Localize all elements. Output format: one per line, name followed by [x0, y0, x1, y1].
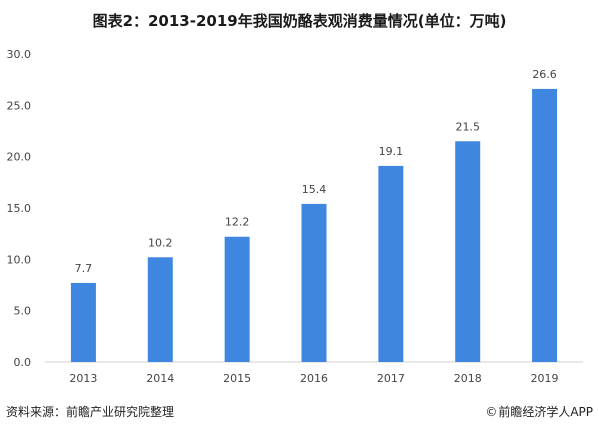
- brand-note: ©前瞻经济学人APP: [485, 403, 593, 420]
- copyright-icon: ©: [485, 405, 498, 419]
- y-tick-label: 5.0: [14, 305, 32, 318]
- bar: [147, 257, 173, 362]
- bar: [70, 282, 96, 362]
- data-label: 26.6: [532, 68, 557, 81]
- x-tick-label: 2016: [300, 372, 328, 385]
- chart-title: 图表2：2013-2019年我国奶酪表观消费量情况(单位：万吨): [92, 12, 507, 30]
- bar: [455, 141, 481, 362]
- bar: [378, 165, 404, 362]
- x-tick-label: 2014: [146, 372, 174, 385]
- x-tick-label: 2019: [531, 372, 559, 385]
- bar: [532, 88, 558, 362]
- x-tick-label: 2017: [377, 372, 405, 385]
- y-tick-label: 25.0: [7, 99, 32, 112]
- y-tick-label: 30.0: [7, 48, 32, 61]
- data-label: 10.2: [148, 236, 173, 249]
- bar: [224, 236, 250, 362]
- data-label: 21.5: [455, 120, 480, 133]
- data-label: 7.7: [75, 262, 93, 275]
- data-label: 15.4: [302, 183, 327, 196]
- x-tick-label: 2015: [223, 372, 251, 385]
- x-tick-label: 2018: [454, 372, 482, 385]
- bar: [301, 203, 327, 362]
- source-note: 资料来源：前瞻产业研究院整理: [6, 405, 175, 419]
- y-tick-label: 20.0: [7, 151, 32, 164]
- y-tick-label: 10.0: [7, 253, 32, 266]
- brand-label: 前瞻经济学人APP: [498, 405, 593, 419]
- y-tick-label: 15.0: [7, 202, 32, 215]
- y-tick-label: 0.0: [14, 356, 32, 369]
- data-label: 12.2: [225, 216, 250, 229]
- data-label: 19.1: [379, 145, 404, 158]
- x-tick-label: 2013: [69, 372, 97, 385]
